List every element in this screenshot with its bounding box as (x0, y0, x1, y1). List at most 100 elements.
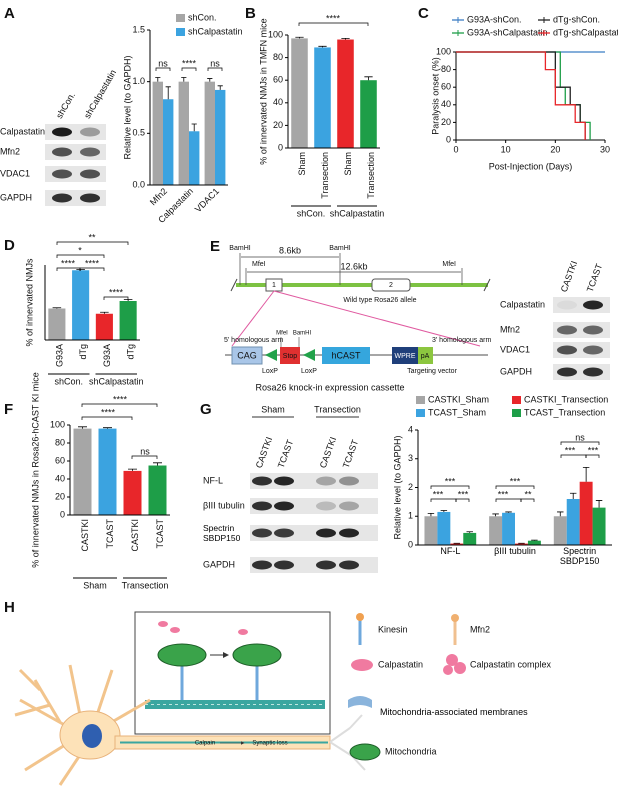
significance-label: **** (326, 13, 341, 23)
bar (119, 301, 137, 340)
error-bar (341, 37, 350, 40)
bar (215, 89, 226, 185)
legend-swatch (512, 409, 521, 417)
bar (515, 543, 528, 545)
significance-label: *** (588, 445, 599, 455)
blot-lane-label: TCAST (341, 438, 361, 470)
significance-bracket (56, 254, 105, 258)
blot-lane-label: shCon. (54, 90, 77, 120)
significance-bracket (430, 485, 470, 489)
bar (152, 81, 163, 185)
y-tick-label: 80 (55, 437, 65, 447)
pa-box (418, 347, 433, 364)
y-axis-label: Relative level (to GAPDH) (392, 435, 402, 539)
construct-diagram: E BamHI BamHI MfeI MfeI 8.6kb 12.6kb 1 2… (210, 238, 491, 392)
x-axis-label: Post-Injection (Days) (489, 161, 573, 171)
site-label: MfeI (442, 261, 456, 268)
element-label: hCAST (331, 350, 361, 360)
y-tick-label: 40 (273, 97, 283, 107)
blot-band (339, 501, 359, 511)
x-tick-label: βIII tubulin (494, 546, 536, 556)
y-tick-label: 2 (408, 482, 413, 492)
blot-row-label: Mfn2 (0, 146, 20, 156)
bar (489, 516, 503, 545)
blot-band (80, 193, 100, 203)
panel-letter: F (4, 401, 13, 418)
blot-row-label: GAPDH (500, 366, 532, 376)
significance-bracket (495, 485, 535, 489)
legend-label: G93A-shCon. (467, 14, 522, 24)
bar (72, 270, 90, 340)
y-tick-label: 0 (60, 509, 65, 519)
y-tick-label: 100 (268, 29, 283, 39)
bar (337, 39, 354, 148)
blot-band (52, 127, 72, 137)
y-tick-label: 4 (408, 424, 413, 434)
blot-row-label: Mfn2 (500, 324, 520, 334)
significance-label: ** (524, 489, 532, 499)
panel-letter: A (4, 5, 15, 22)
y-tick-label: 0.0 (132, 179, 145, 189)
y-tick-label: 80 (441, 64, 451, 74)
group-label: shCalpastatin (330, 208, 385, 218)
significance-bracket (455, 498, 470, 502)
bar (463, 532, 477, 545)
blot-band (252, 501, 272, 511)
bar (98, 428, 117, 515)
x-tick-label: G93A (54, 344, 64, 367)
blot-band (583, 300, 603, 310)
group-label: Sham (83, 580, 107, 590)
arm-label: 5' homologous arm (224, 337, 283, 344)
y-tick-label: 20 (441, 117, 451, 127)
significance-label: **** (182, 58, 197, 68)
error-bar (569, 492, 577, 499)
legend-label: TCAST_Transection (524, 407, 605, 417)
x-tick-label: Transection (366, 152, 376, 199)
error-bar (165, 86, 171, 100)
bar (592, 507, 606, 545)
site-label: MfeI (252, 261, 266, 268)
exon-label: 2 (389, 282, 393, 289)
bar (527, 540, 541, 545)
group-label: Transection (122, 580, 169, 590)
significance-label: *** (565, 445, 576, 455)
legend-swatch (416, 396, 425, 404)
panel-letter: G (200, 401, 212, 418)
calpastatin (170, 627, 180, 633)
error-bar (52, 307, 62, 309)
legend-text: Calpastatin (378, 659, 423, 669)
site-label: BamHI (329, 245, 350, 252)
bar (163, 99, 174, 185)
legend-text: Kinesin (378, 624, 408, 634)
site-label: MfeI (276, 331, 288, 337)
error-bar (181, 77, 187, 82)
calpastatin-icon (351, 659, 373, 671)
mitochondrion (232, 643, 282, 667)
blot-lane-label: TCAST (276, 438, 296, 470)
significance-bracket (520, 498, 535, 502)
loxp-site (265, 349, 277, 361)
x-tick-label: 20 (550, 144, 560, 154)
blot-band (316, 476, 336, 486)
inset-box (134, 611, 331, 735)
significance-label: ns (140, 446, 150, 456)
bar (148, 465, 167, 515)
legend-text: Mfn2 (470, 624, 490, 634)
y-tick-label: 60 (273, 75, 283, 85)
calpastatin (238, 629, 248, 635)
panel-letter: H (4, 599, 15, 616)
mitochondria-icon (349, 743, 381, 761)
blot-band (557, 367, 577, 377)
x-tick-label: Sham (297, 152, 307, 176)
blot-band (557, 300, 577, 310)
legend-label: CASTKI_Sham (428, 394, 489, 404)
blot-band (339, 476, 359, 486)
error-bar (78, 426, 87, 429)
bar (291, 38, 308, 148)
blot-band (583, 367, 603, 377)
bar (424, 516, 438, 545)
error-bar (492, 513, 499, 517)
panel-letter: B (245, 5, 256, 22)
x-tick-label: TCAST (105, 519, 115, 549)
